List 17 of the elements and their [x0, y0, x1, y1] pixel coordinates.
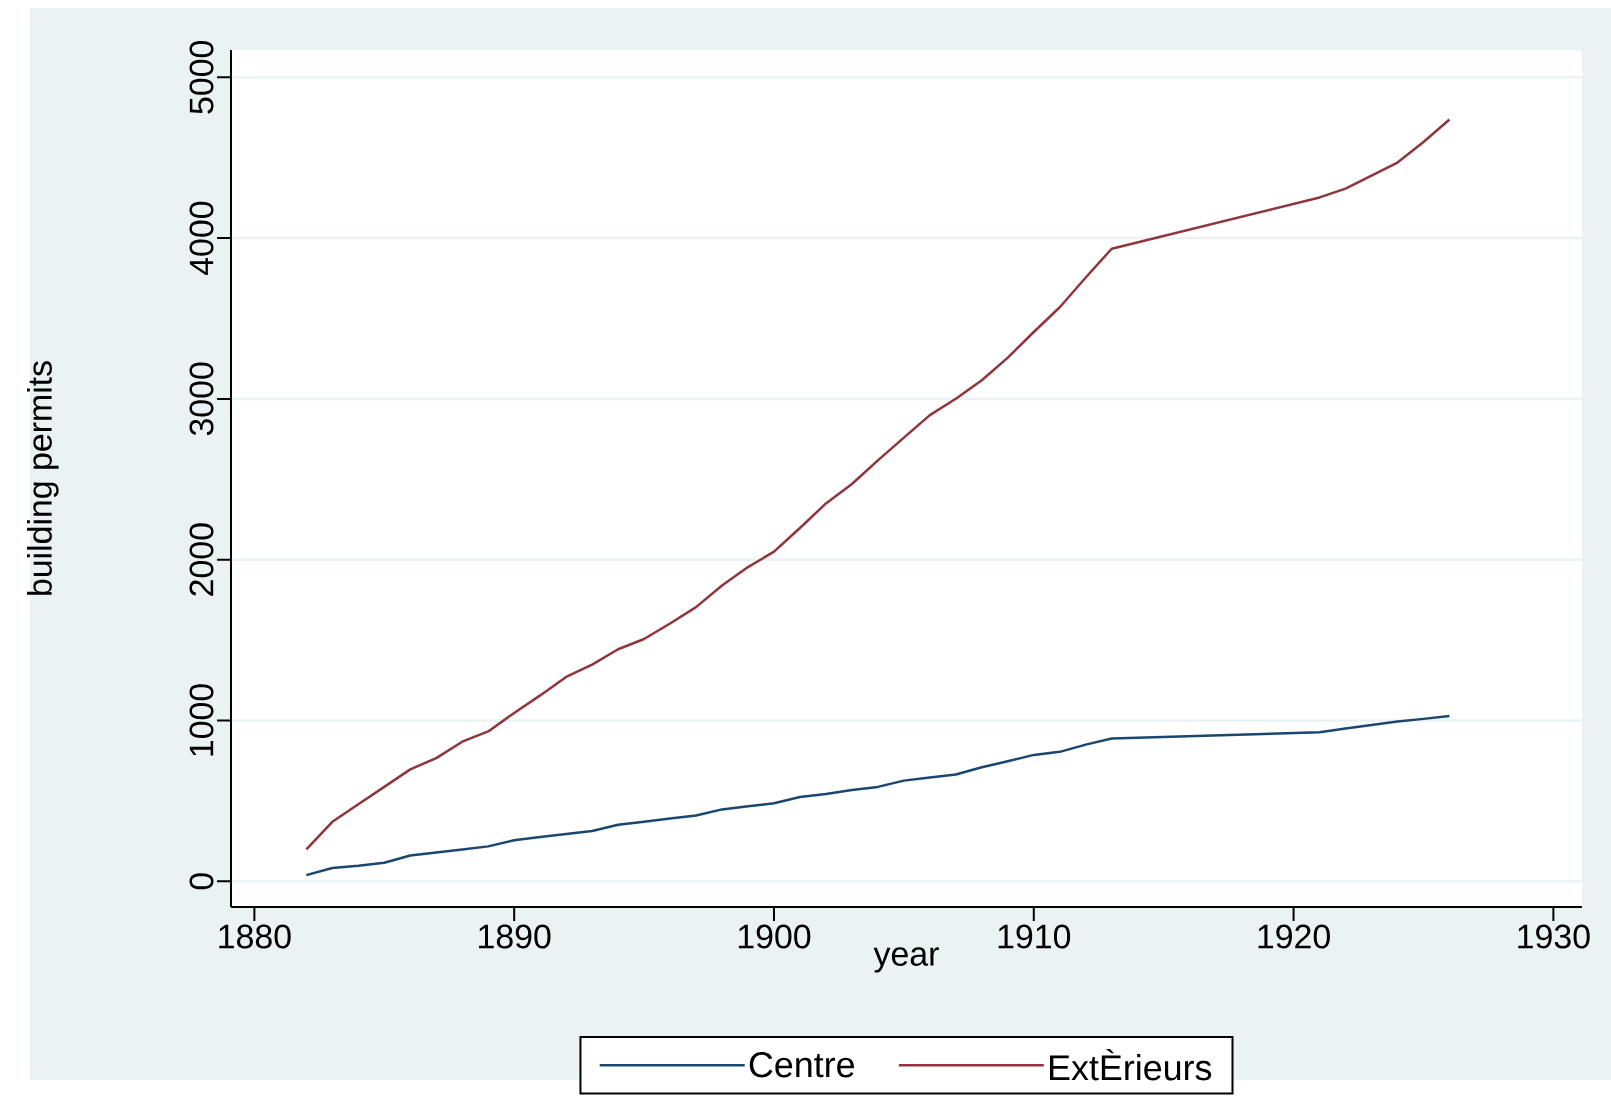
y-tick-label: 5000: [189, 40, 214, 114]
x-tick-label: 1890: [479, 924, 551, 949]
legend-label: ExtÈrieurs: [1050, 1049, 1212, 1081]
y-tick-label: 1000: [189, 684, 214, 756]
x-tick-label: 1930: [1518, 924, 1590, 949]
x-tick-label: 1880: [219, 924, 291, 949]
y-tick-label: 3000: [189, 362, 214, 436]
legend-label: Centre: [749, 1052, 854, 1078]
y-axis-title: building permits: [27, 361, 59, 595]
y-tick-label: 0: [189, 873, 214, 890]
line-series: [305, 118, 1451, 851]
x-tick-label: 1900: [738, 924, 811, 949]
x-axis-title: year: [873, 947, 939, 973]
y-tick-label: 4000: [189, 201, 214, 276]
x-tick-label: 1910: [998, 924, 1071, 949]
x-tick-label: 1920: [1258, 924, 1330, 949]
y-tick-label: 2000: [189, 523, 214, 596]
